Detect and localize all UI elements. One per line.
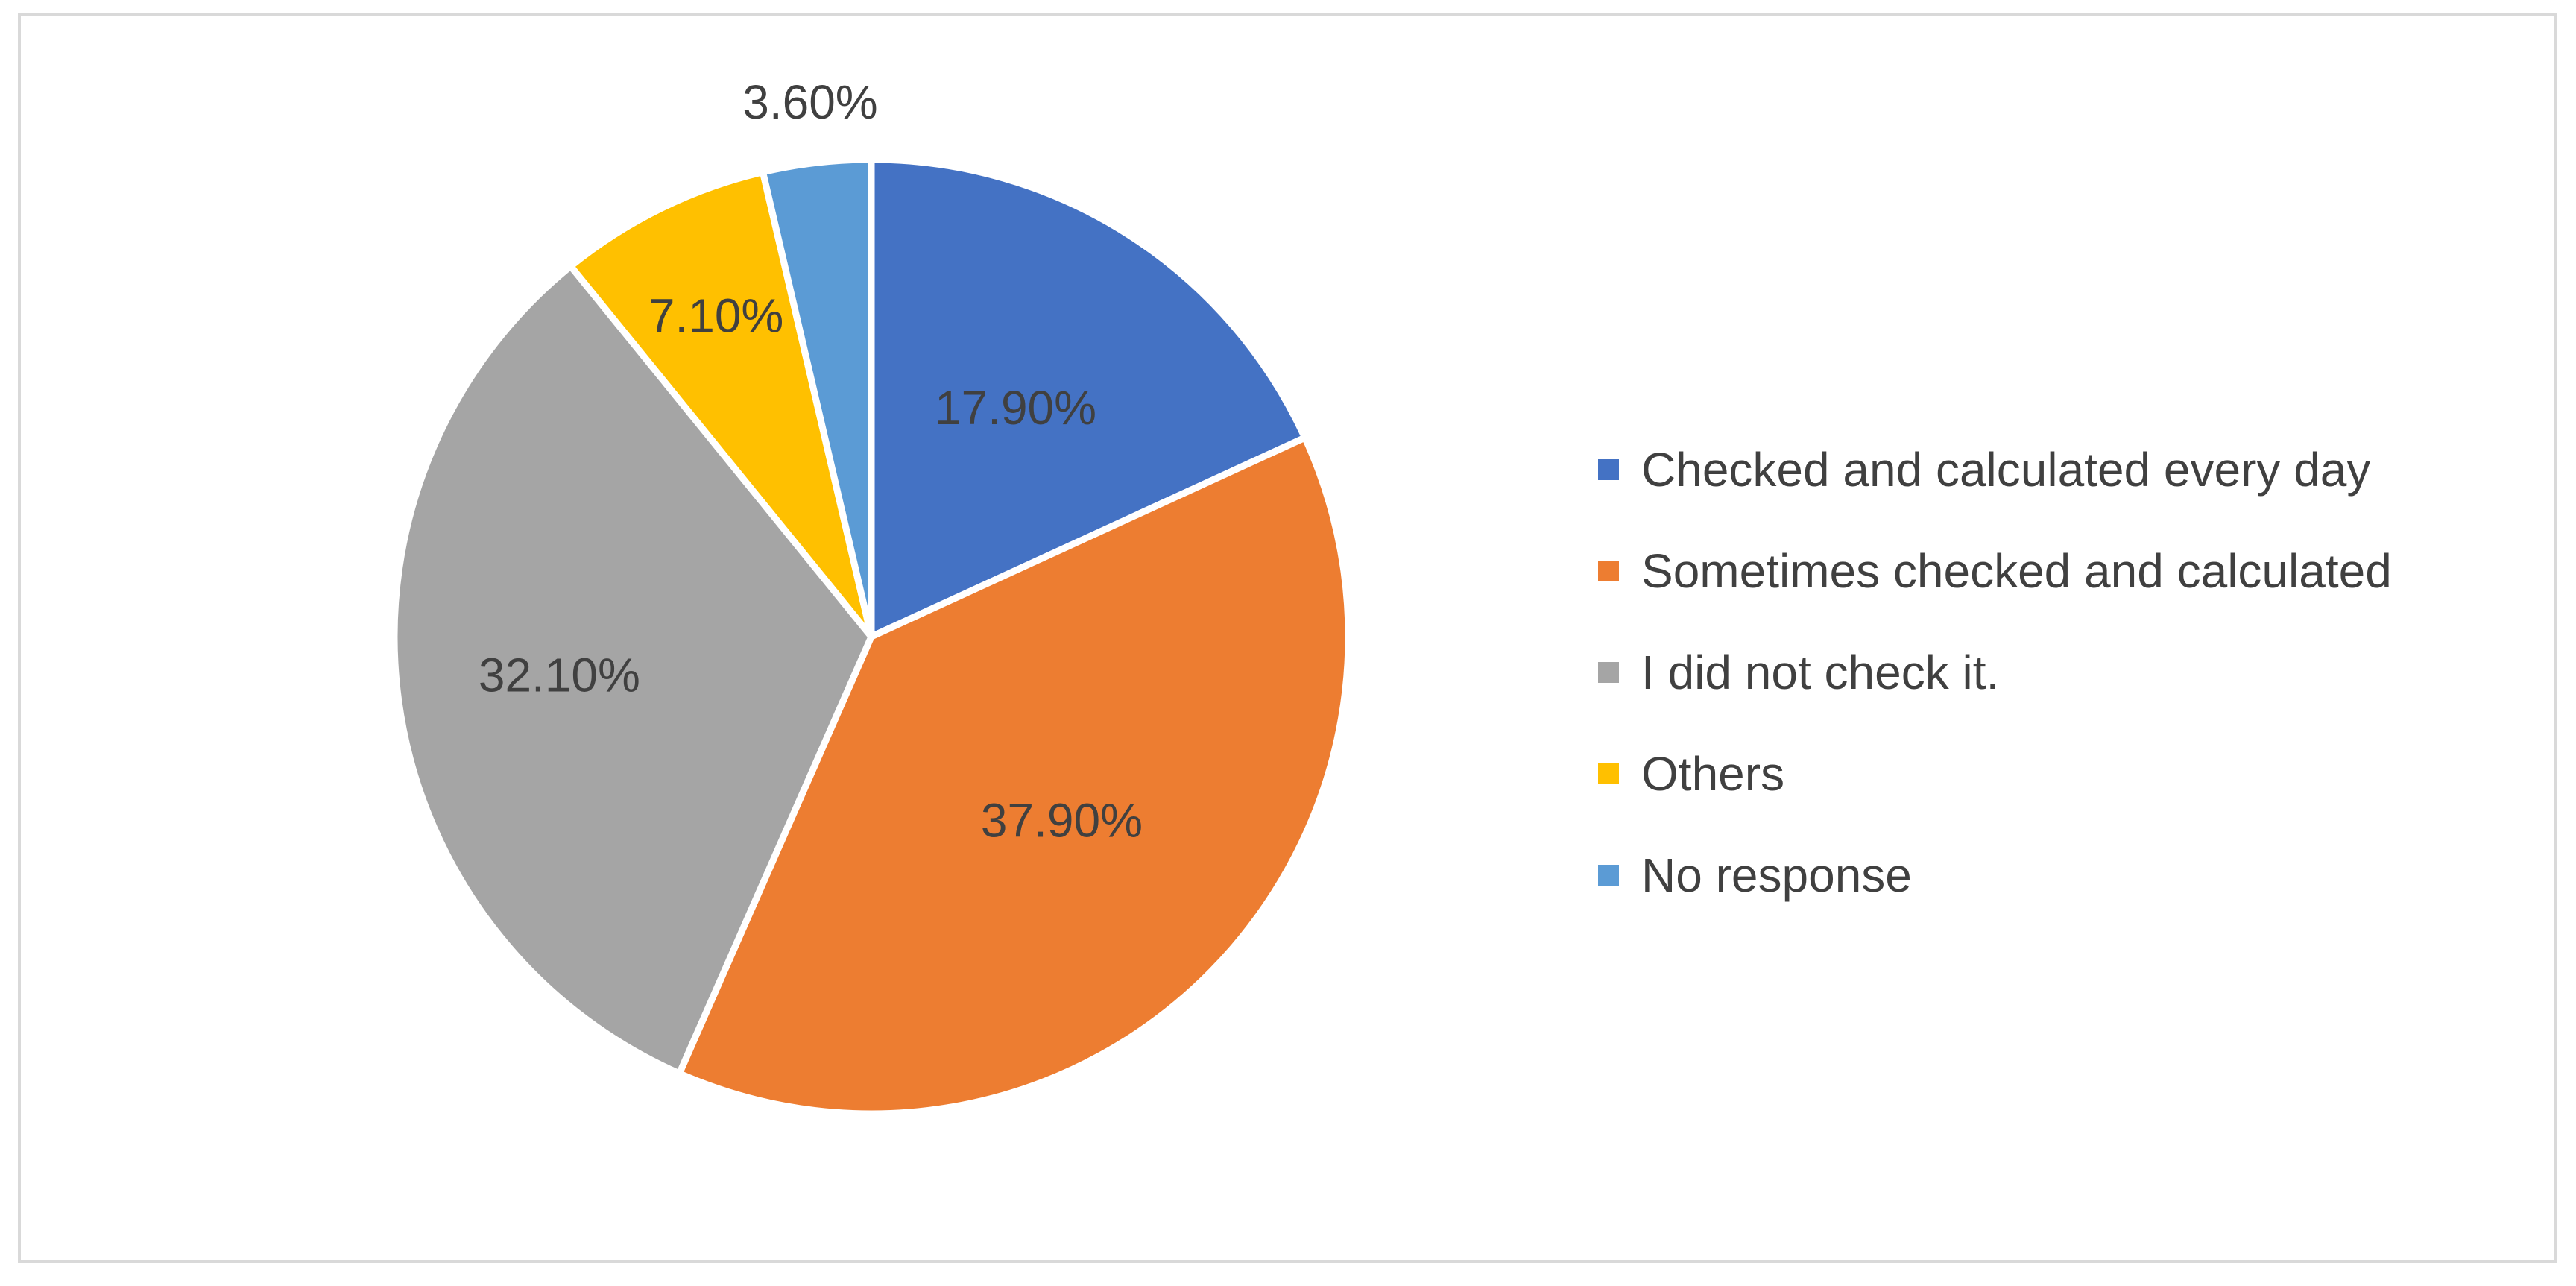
legend-swatch <box>1598 763 1619 784</box>
legend-item-no-response: No response <box>1598 825 2392 926</box>
pie-slice-no-response <box>759 156 875 640</box>
legend-label: Checked and calculated every day <box>1641 443 2371 497</box>
legend-item-checked-every-day: Checked and calculated every day <box>1598 419 2392 520</box>
legend-swatch <box>1598 662 1619 683</box>
legend-label: Sometimes checked and calculated <box>1641 544 2392 598</box>
legend-label: I did not check it. <box>1641 646 2000 699</box>
data-label: 3.60% <box>742 75 877 129</box>
legend-swatch <box>1598 459 1619 480</box>
pie-data-labels: 17.90% 37.90% 32.10% 7.10% 3.60% <box>479 75 1143 847</box>
legend-swatch <box>1598 865 1619 886</box>
pie-slices <box>391 156 1352 1118</box>
legend: Checked and calculated every day Sometim… <box>1598 419 2392 926</box>
legend-item-others: Others <box>1598 723 2392 825</box>
pie-slice-i-did-not-check-it <box>391 262 875 1077</box>
pie-slice-checked-and-calculated-every-day <box>868 156 1309 640</box>
data-label: 17.90% <box>935 381 1096 435</box>
chart-frame: 17.90% 37.90% 32.10% 7.10% 3.60% Checked and… <box>18 13 2557 1263</box>
legend-item-sometimes-checked: Sometimes checked and calculated <box>1598 520 2392 622</box>
legend-item-did-not-check: I did not check it. <box>1598 622 2392 723</box>
pie-slice-others <box>567 168 875 640</box>
data-label: 32.10% <box>479 648 640 702</box>
legend-label: Others <box>1641 747 1785 801</box>
pie-chart: 17.90% 37.90% 32.10% 7.10% 3.60% <box>391 75 1352 1118</box>
pie-slice-sometimes-checked-and-calculated <box>675 434 1352 1118</box>
legend-swatch <box>1598 561 1619 581</box>
data-label: 37.90% <box>981 793 1143 847</box>
legend-label: No response <box>1641 848 1912 902</box>
data-label: 7.10% <box>648 289 783 343</box>
